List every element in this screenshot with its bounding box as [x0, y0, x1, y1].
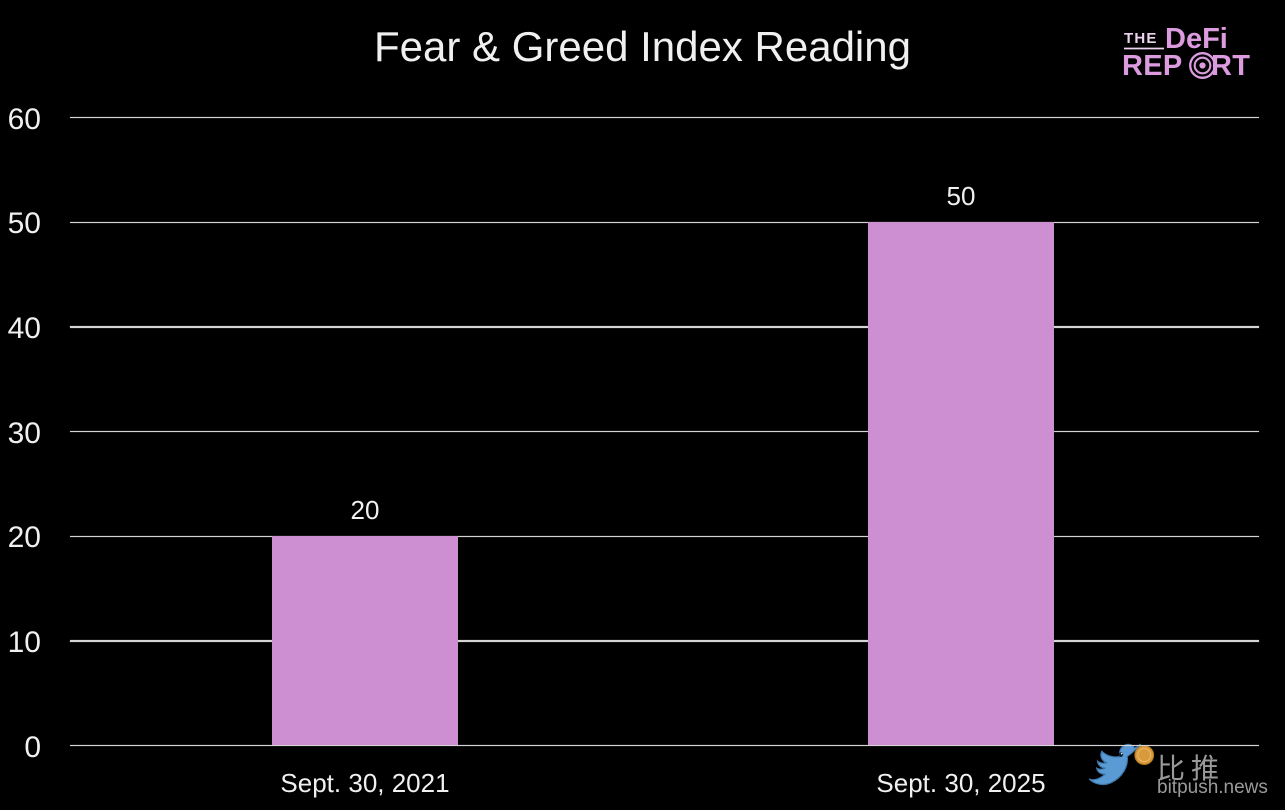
svg-text:RT: RT [1211, 50, 1250, 79]
svg-text:REP: REP [1122, 50, 1183, 79]
svg-text:THE: THE [1124, 30, 1158, 47]
